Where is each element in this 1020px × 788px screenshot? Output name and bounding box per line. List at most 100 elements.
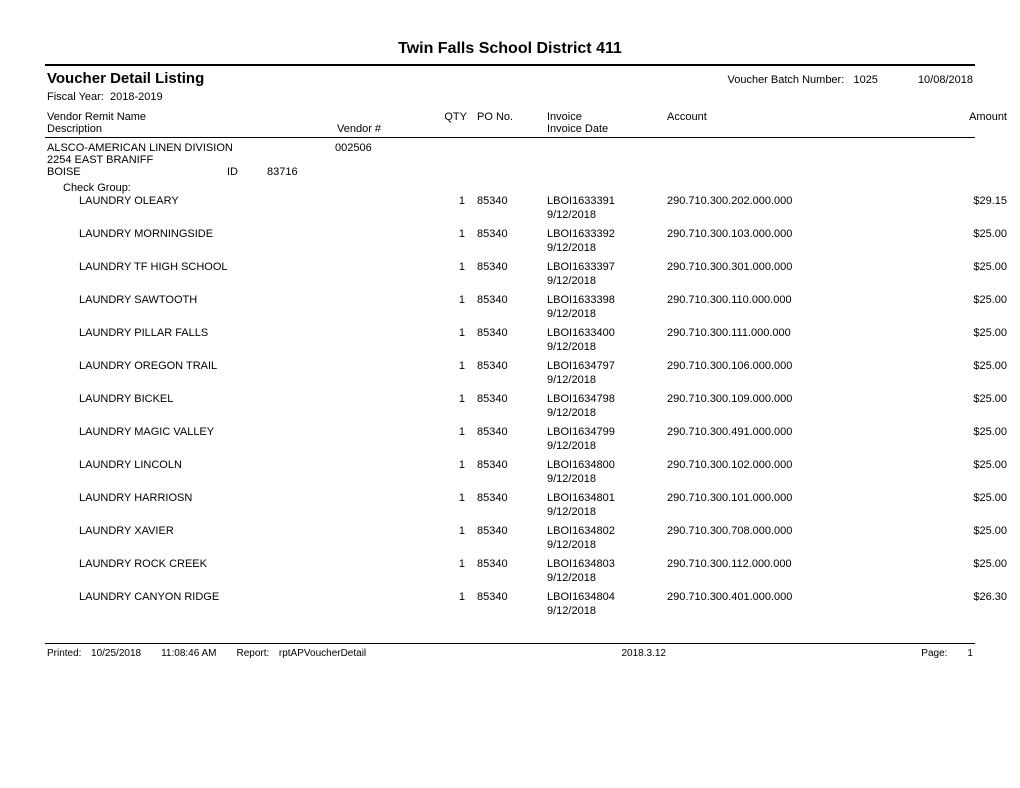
vendor-block: ALSCO-AMERICAN LINEN DIVISION 002506 225… (45, 138, 975, 194)
line-description: LAUNDRY OLEARY (79, 195, 337, 207)
footer-report-name: rptAPVoucherDetail (279, 648, 366, 659)
voucher-line: LAUNDRY OLEARY185340LBOI1633391290.710.3… (45, 194, 975, 208)
line-po-no: 85340 (477, 261, 547, 273)
voucher-line: LAUNDRY MAGIC VALLEY185340LBOI1634799290… (45, 425, 975, 439)
fiscal-year-line: Fiscal Year: 2018-2019 (45, 89, 975, 109)
line-invoice-date: 9/12/2018 (547, 473, 667, 485)
line-invoice-date: 9/12/2018 (547, 539, 667, 551)
line-description: LAUNDRY MORNINGSIDE (79, 228, 337, 240)
line-amount: $25.00 (927, 558, 1007, 570)
report-subheader: Voucher Detail Listing Voucher Batch Num… (45, 66, 975, 89)
line-invoice: LBOI1634799 (547, 426, 667, 438)
footer-printed-time: 11:08:46 AM (161, 648, 216, 659)
line-account: 290.710.300.110.000.000 (667, 294, 927, 306)
voucher-line-date: 9/12/2018 (45, 406, 975, 425)
voucher-line-date: 9/12/2018 (45, 538, 975, 557)
line-po-no: 85340 (477, 195, 547, 207)
line-po-no: 85340 (477, 393, 547, 405)
report-title: Voucher Detail Listing (47, 70, 204, 87)
voucher-line-date: 9/12/2018 (45, 439, 975, 458)
line-account: 290.710.300.101.000.000 (667, 492, 927, 504)
line-amount: $25.00 (927, 228, 1007, 240)
line-invoice-date: 9/12/2018 (547, 242, 667, 254)
line-invoice-date: 9/12/2018 (547, 605, 667, 617)
line-qty: 1 (407, 525, 477, 537)
voucher-line: LAUNDRY CANYON RIDGE185340LBOI1634804290… (45, 590, 975, 604)
line-amount: $25.00 (927, 492, 1007, 504)
line-invoice: LBOI1634803 (547, 558, 667, 570)
voucher-line: LAUNDRY XAVIER 185340LBOI1634802290.710.3… (45, 524, 975, 538)
fiscal-year: 2018-2019 (110, 91, 163, 103)
line-invoice-date: 9/12/2018 (547, 374, 667, 386)
line-qty: 1 (407, 327, 477, 339)
line-account: 290.710.300.103.000.000 (667, 228, 927, 240)
line-po-no: 85340 (477, 459, 547, 471)
line-invoice: LBOI1634801 (547, 492, 667, 504)
line-description: LAUNDRY BICKEL (79, 393, 337, 405)
line-qty: 1 (407, 360, 477, 372)
line-account: 290.710.300.109.000.000 (667, 393, 927, 405)
vendor-name: ALSCO-AMERICAN LINEN DIVISION (47, 142, 335, 154)
line-invoice: LBOI1633391 (547, 195, 667, 207)
col-vendor-num: Vendor # (337, 123, 407, 135)
line-amount: $25.00 (927, 294, 1007, 306)
line-qty: 1 (407, 261, 477, 273)
voucher-line-date: 9/12/2018 (45, 208, 975, 227)
line-description: LAUNDRY PILLAR FALLS (79, 327, 337, 339)
line-qty: 1 (407, 393, 477, 405)
line-invoice: LBOI1633392 (547, 228, 667, 240)
line-account: 290.710.300.111.000.000 (667, 327, 927, 339)
voucher-line: LAUNDRY TF HIGH SCHOOL185340LBOI16333972… (45, 260, 975, 274)
line-description: LAUNDRY CANYON RIDGE (79, 591, 337, 603)
batch-number: 1025 (853, 74, 877, 86)
line-qty: 1 (407, 558, 477, 570)
line-description: LAUNDRY XAVIER (79, 525, 337, 537)
col-po-no: PO No. (477, 111, 547, 135)
line-invoice-date: 9/12/2018 (547, 572, 667, 584)
footer-page-label: Page: (921, 648, 947, 659)
voucher-line: LAUNDRY HARRIOSN185340LBOI1634801290.710… (45, 491, 975, 505)
line-invoice-date: 9/12/2018 (547, 407, 667, 419)
footer-page-num: 1 (967, 648, 973, 659)
line-amount: $25.00 (927, 261, 1007, 273)
vendor-address1: 2254 EAST BRANIFF (47, 154, 975, 166)
vendor-city: BOISE (47, 166, 227, 178)
vendor-zip: 83716 (267, 166, 298, 178)
line-description: LAUNDRY SAWTOOTH (79, 294, 337, 306)
line-amount: $25.00 (927, 525, 1007, 537)
line-invoice-date: 9/12/2018 (547, 506, 667, 518)
column-headers: Vendor Remit Name Description Vendor # Q… (45, 109, 975, 137)
line-qty: 1 (407, 228, 477, 240)
line-invoice: LBOI1634798 (547, 393, 667, 405)
col-vendor-remit-name: Vendor Remit Name (47, 111, 337, 123)
vendor-state: ID (227, 166, 267, 178)
report-footer: Printed: 10/25/2018 11:08:46 AM Report: … (45, 643, 975, 659)
voucher-line-date: 9/12/2018 (45, 571, 975, 590)
col-account: Account (667, 111, 927, 135)
line-invoice-date: 9/12/2018 (547, 275, 667, 287)
voucher-line: LAUNDRY LINCOLN185340LBOI1634800290.710.… (45, 458, 975, 472)
report-date: 10/08/2018 (918, 74, 973, 86)
line-account: 290.710.300.708.000.000 (667, 525, 927, 537)
line-amount: $25.00 (927, 393, 1007, 405)
line-invoice: LBOI1634802 (547, 525, 667, 537)
voucher-line-date: 9/12/2018 (45, 340, 975, 359)
line-po-no: 85340 (477, 492, 547, 504)
line-po-no: 85340 (477, 294, 547, 306)
check-group-label: Check Group: (47, 178, 975, 194)
footer-printed-date: 10/25/2018 (91, 648, 141, 659)
line-amount: $29.15 (927, 195, 1007, 207)
line-account: 290.710.300.102.000.000 (667, 459, 927, 471)
line-invoice: LBOI1633400 (547, 327, 667, 339)
line-invoice-date: 9/12/2018 (547, 308, 667, 320)
footer-printed-label: Printed: (47, 648, 85, 659)
fiscal-label: Fiscal Year: (47, 91, 104, 103)
line-invoice-date: 9/12/2018 (547, 440, 667, 452)
voucher-line-date: 9/12/2018 (45, 604, 975, 623)
line-invoice: LBOI1633398 (547, 294, 667, 306)
line-invoice: LBOI1633397 (547, 261, 667, 273)
line-invoice: LBOI1634797 (547, 360, 667, 372)
batch-line: Voucher Batch Number: 1025 10/08/2018 (727, 74, 973, 86)
line-po-no: 85340 (477, 525, 547, 537)
line-account: 290.710.300.202.000.000 (667, 195, 927, 207)
